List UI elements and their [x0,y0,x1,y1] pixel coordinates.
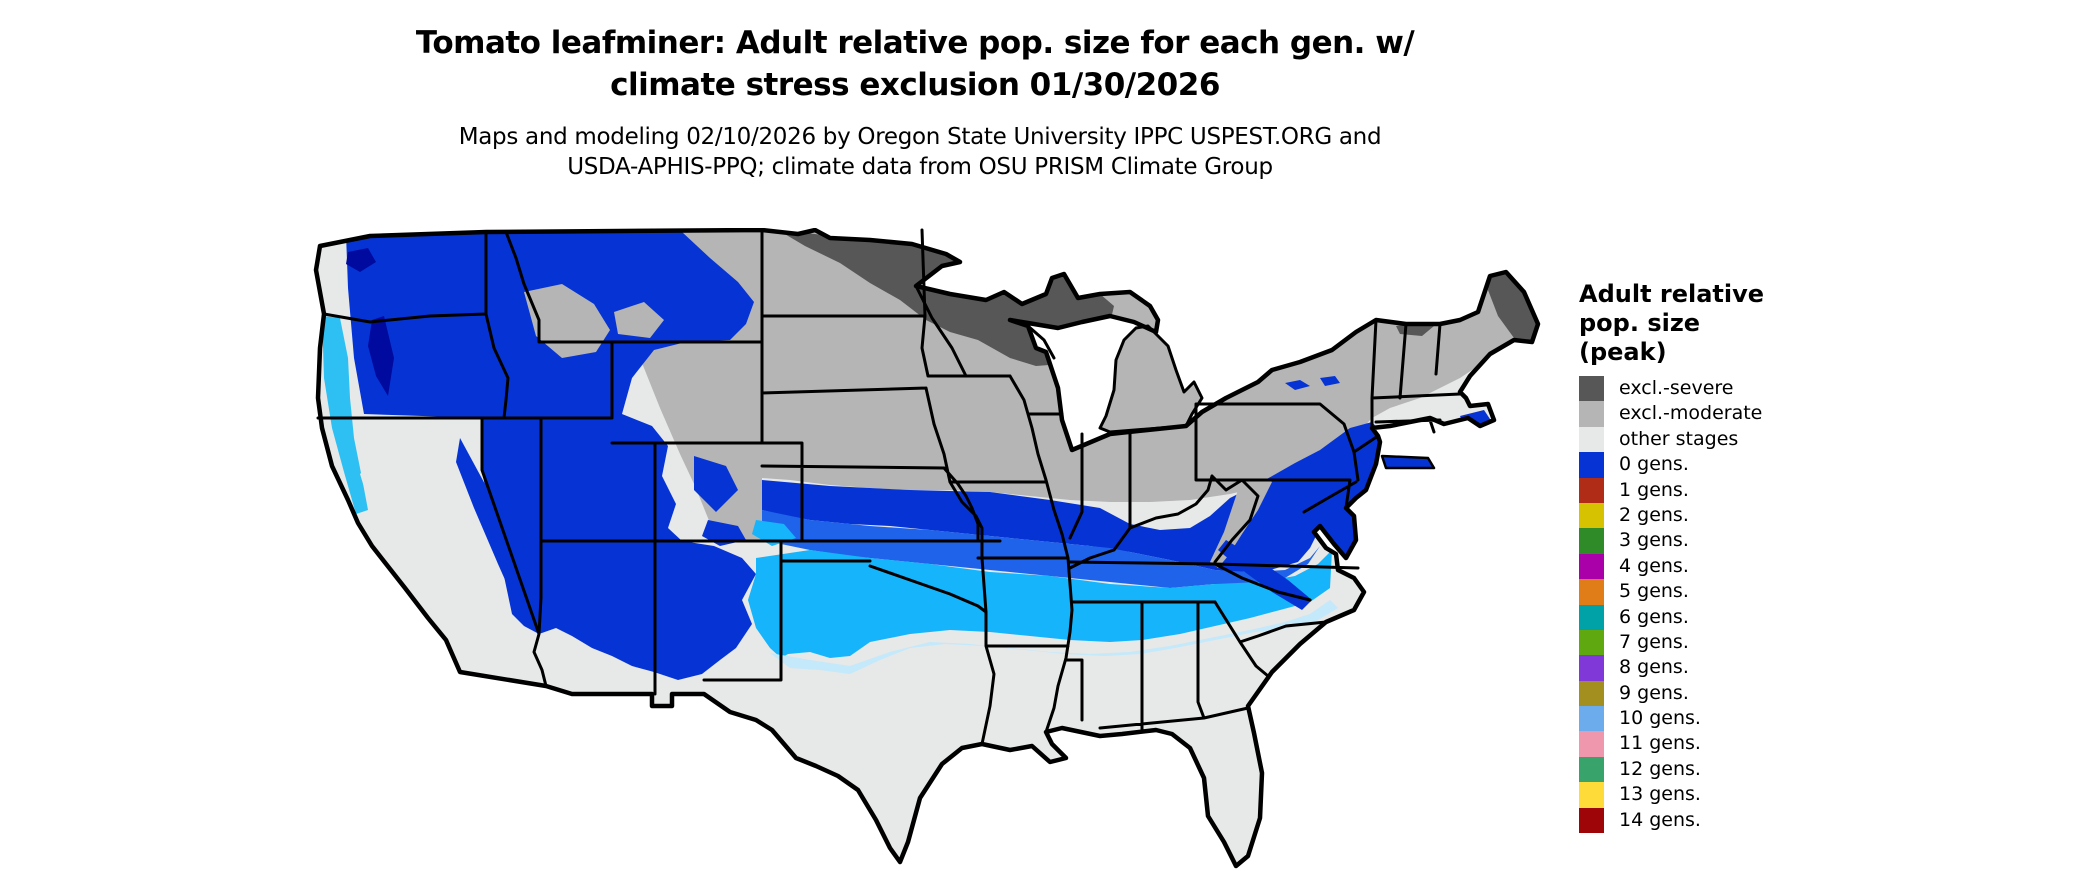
region-0gens-fingerlakes-2 [1320,376,1340,386]
region-navy-cascades [368,316,394,396]
legend-rows: excl.-severe excl.-moderate other stages 0 … [1579,376,1809,834]
legend-item: 14 gens. [1579,807,1809,834]
legend-item: 3 gens. [1579,528,1809,554]
legend-item: excl.-moderate [1579,401,1809,427]
legend-item: excl.-severe [1579,376,1809,402]
legend-item-label: 13 gens. [1619,783,1701,806]
legend-item: 5 gens. [1579,579,1809,605]
region-coast-cyan [322,316,368,514]
legend-item: 1 gens. [1579,477,1809,503]
legend-item-label: 3 gens. [1619,529,1689,552]
region-0gens-appalachia-streak [1218,540,1312,610]
legend-item-label: 11 gens. [1619,732,1701,755]
legend-swatch-icon [1579,782,1604,808]
region-gray-idaho-patch [524,284,610,358]
legend-item-label: 10 gens. [1619,707,1701,730]
legend-item-label: 14 gens. [1619,808,1701,831]
legend-swatch-icon [1579,706,1604,732]
legend-item-label: 4 gens. [1619,554,1689,577]
region-0gens-colorado-1 [694,456,738,512]
legend-swatch-icon [1579,553,1604,580]
legend-item: 7 gens. [1579,629,1809,656]
region-0gens-sierra [456,438,530,618]
conus-outline [313,228,1541,869]
legend-item: 11 gens. [1579,731,1809,757]
michigan-lower-peninsula [1098,324,1204,434]
legend-swatch-icon [1579,477,1604,503]
legend-item-label: 7 gens. [1619,630,1689,653]
legend-item: 13 gens. [1579,782,1809,808]
legend-swatch-icon [1579,731,1604,757]
region-cyan-band [748,550,1332,658]
legend-title-line-3: (peak) [1579,338,1667,366]
legend-swatch-icon [1579,452,1604,478]
region-ca-valley-lightgray [360,466,428,610]
legend-item: 10 gens. [1579,706,1809,732]
legend-swatch-icon [1579,680,1604,707]
legend-title-line-2: pop. size [1579,309,1701,337]
legend-item-label: 8 gens. [1619,656,1689,679]
legend-swatch-icon [1579,756,1604,783]
legend-item: 6 gens. [1579,604,1809,630]
legend-swatch-icon [1579,579,1604,605]
legend-item: other stages [1579,426,1809,453]
legend-swatch-icon [1579,502,1604,529]
legend-item-label: other stages [1619,427,1739,450]
legend-item: 2 gens. [1579,502,1809,529]
title-line-2: climate stress exclusion 01/30/2026 [610,67,1220,103]
legend-item-label: 1 gens. [1619,478,1689,501]
subtitle-line-2: USDA-APHIS-PPQ; climate data from OSU PR… [567,154,1273,180]
legend-swatch-icon [1579,528,1604,554]
legend-item: 4 gens. [1579,553,1809,580]
legend-item: 8 gens. [1579,655,1809,681]
legend-swatch-icon [1579,401,1604,427]
legend-item-label: excl.-severe [1619,377,1734,399]
legend-swatch-icon [1579,604,1604,630]
region-gray-montana-patch [614,302,664,338]
legend-item-label: 2 gens. [1619,503,1689,526]
region-excl-severe-maine [1488,272,1538,340]
legend-title-line-1: Adult relative [1579,280,1765,308]
subtitle-line-1: Maps and modeling 02/10/2026 by Oregon S… [458,124,1382,150]
region-0gens-fingerlakes-1 [1285,380,1310,390]
legend-item: 0 gens. [1579,452,1809,478]
region-medium-blue-band [762,510,1320,588]
legend-swatch-icon [1579,629,1604,656]
legend-swatch-icon [1579,376,1604,402]
long-island [1380,454,1436,470]
legend-swatch-icon [1579,655,1604,681]
figure-subtitle: Maps and modeling 02/10/2026 by Oregon S… [0,122,1840,182]
conus-risk-map [313,228,1541,869]
legend-item: 9 gens. [1579,680,1809,707]
legend-item-label: 9 gens. [1619,681,1689,704]
legend-title: Adult relative pop. size (peak) [1579,280,1809,367]
legend: Adult relative pop. size (peak) excl.-se… [1579,280,1809,834]
region-pale-cyan-fringe [770,600,1338,674]
title-line-1: Tomato leafminer: Adult relative pop. si… [415,25,1415,61]
legend-swatch-icon [1579,807,1604,834]
region-navy-olympic [346,248,376,272]
legend-swatch-icon [1579,426,1604,453]
region-0gens-ct-coast [1390,430,1440,448]
legend-item-label: 0 gens. [1619,453,1689,476]
legend-item-label: 5 gens. [1619,580,1689,603]
legend-item-label: 6 gens. [1619,605,1689,628]
state-borders [316,228,1462,746]
legend-item: 12 gens. [1579,756,1809,783]
legend-item-label: excl.-moderate [1619,402,1763,425]
figure-title: Tomato leafminer: Adult relative pop. si… [0,22,1830,106]
legend-item-label: 12 gens. [1619,757,1701,780]
